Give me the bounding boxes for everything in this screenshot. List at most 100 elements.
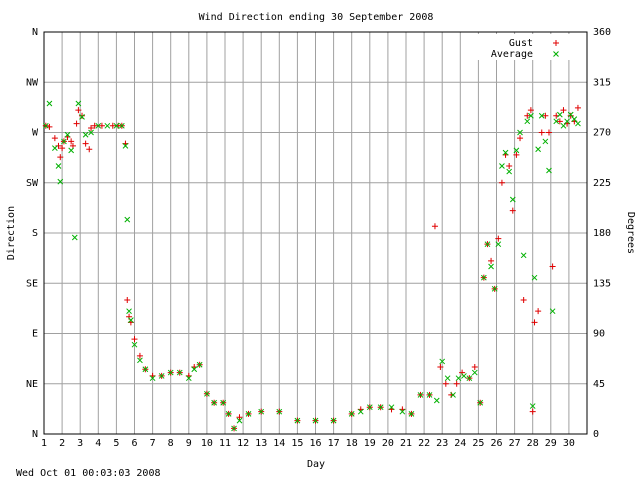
y-tick-label-right: 0 — [593, 429, 599, 440]
average-point — [488, 263, 494, 270]
y-axis-label-left: Direction — [6, 206, 17, 260]
y-tick-label-right: 90 — [593, 329, 605, 340]
legend-marker-average — [553, 51, 559, 57]
average-point — [495, 241, 502, 248]
gust-point — [531, 319, 538, 326]
gust-point — [506, 163, 513, 169]
average-point — [535, 146, 541, 153]
average-point — [71, 234, 78, 241]
average-point — [531, 274, 538, 281]
y-tick-label-left: N — [32, 27, 38, 38]
x-tick-label: 16 — [309, 438, 321, 449]
gust-point — [545, 129, 552, 136]
x-tick-label: 2 — [59, 438, 65, 449]
gust-point — [524, 112, 531, 119]
x-tick-label: 6 — [131, 438, 137, 449]
y-tick-label-left: W — [32, 128, 39, 139]
gust-point — [88, 125, 95, 132]
x-tick-label: 26 — [490, 438, 502, 449]
average-point — [128, 317, 134, 323]
legend: Gust Average — [476, 34, 576, 60]
gust-point — [431, 223, 438, 230]
y-axis-label-right: Degrees — [625, 212, 636, 254]
x-tick-label: 28 — [527, 438, 539, 449]
gust-point — [529, 408, 536, 415]
x-tick-label: 10 — [201, 438, 213, 449]
y-tick-label-right: 315 — [593, 77, 611, 88]
gust-point — [109, 122, 116, 129]
x-tick-label: 24 — [454, 438, 466, 449]
y-tick-label-right: 180 — [593, 228, 611, 239]
gust-point — [560, 107, 567, 114]
average-point — [506, 168, 513, 175]
average-point — [471, 369, 478, 376]
x-tick-label: 30 — [563, 438, 575, 449]
average-point — [142, 366, 149, 373]
average-point — [408, 411, 415, 417]
average-point — [231, 425, 237, 432]
gust-point — [495, 235, 502, 242]
gust-point — [517, 135, 524, 142]
average-point — [88, 129, 94, 136]
average-point — [258, 408, 265, 415]
average-point — [68, 147, 75, 154]
average-point — [294, 417, 301, 424]
average-point — [113, 122, 120, 129]
plot-frame — [43, 31, 588, 435]
average-point — [55, 163, 62, 169]
average-point — [417, 392, 424, 398]
average-point — [196, 361, 203, 368]
grid — [44, 32, 587, 434]
average-point — [480, 274, 487, 281]
average-point — [79, 114, 85, 120]
average-point — [75, 100, 82, 107]
y-tick-label-left: SE — [26, 278, 38, 289]
x-tick-label: 11 — [219, 438, 231, 449]
average-point — [542, 138, 549, 145]
average-point — [450, 392, 456, 398]
average-point — [528, 112, 534, 119]
gust-point — [236, 414, 243, 421]
legend-gust-marker-shape — [553, 40, 559, 46]
average-point — [502, 149, 509, 156]
average-point — [204, 390, 210, 397]
x-tick-label: 1 — [41, 438, 47, 449]
average-point — [124, 216, 131, 223]
average-point — [357, 408, 364, 415]
average-point — [330, 417, 337, 424]
average-point — [137, 357, 143, 364]
gust-point — [453, 380, 460, 387]
gust-point — [51, 135, 58, 142]
average-point — [276, 408, 283, 415]
average-point — [149, 375, 156, 382]
average-point — [245, 411, 252, 417]
legend-background — [476, 34, 576, 60]
average-point — [118, 122, 125, 129]
legend-average-marker-shape — [553, 51, 559, 57]
x-tick-label: 29 — [545, 438, 557, 449]
average-point — [560, 122, 567, 129]
gust-point — [513, 151, 520, 158]
average-point — [571, 116, 578, 122]
y-tick-label-left: NE — [26, 379, 38, 390]
average-point — [567, 111, 574, 118]
average-point — [57, 178, 64, 185]
average-point — [444, 375, 451, 382]
average-point — [524, 118, 531, 125]
data-points — [42, 100, 581, 432]
gust-point — [520, 297, 527, 303]
average-point — [46, 100, 53, 107]
average-point — [191, 366, 198, 373]
average-point — [388, 404, 395, 411]
average-point — [122, 143, 129, 149]
average-point — [556, 111, 563, 118]
y-tick-label-left: S — [32, 228, 38, 239]
average-point — [225, 411, 232, 417]
average-point — [104, 122, 111, 129]
average-point — [529, 403, 536, 409]
gust-point — [59, 145, 66, 152]
x-tick-label: 7 — [150, 438, 156, 449]
y-tick-label-left: SW — [26, 178, 39, 189]
y-tick-label-left: E — [32, 329, 38, 340]
